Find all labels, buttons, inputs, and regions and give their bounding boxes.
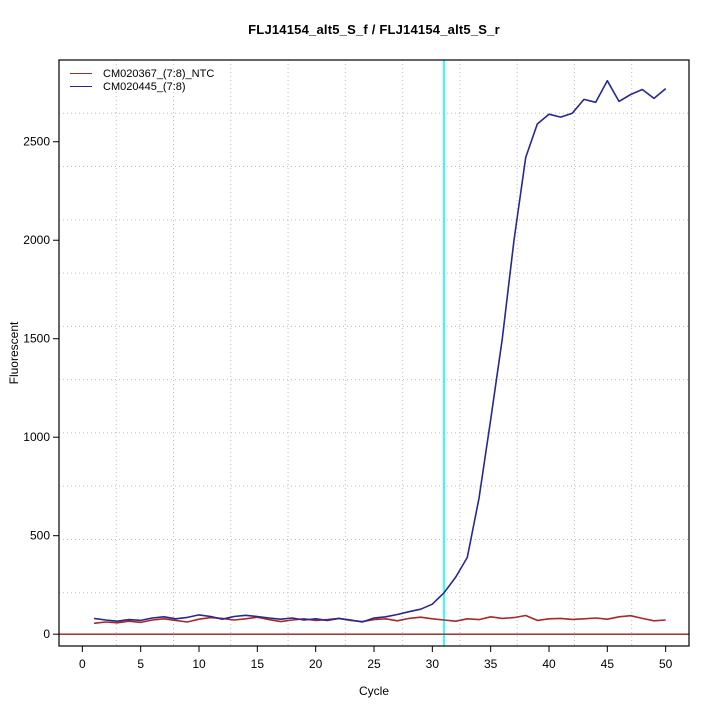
y-tick-label: 2000	[23, 233, 50, 247]
legend: CM020367_(7:8)_NTC CM020445_(7:8)	[70, 67, 214, 93]
legend-row-ntc: CM020367_(7:8)_NTC	[70, 67, 214, 80]
ntc-series-line	[93, 614, 666, 625]
x-tick-label: 40	[542, 657, 556, 671]
y-axis-title: Fluorescent	[7, 321, 21, 385]
y-tick-label: 0	[43, 627, 50, 641]
ntc-legend-label: CM020367_(7:8)_NTC	[103, 67, 215, 80]
x-tick-label: 5	[137, 657, 144, 671]
x-tick-label: 50	[659, 657, 673, 671]
x-tick-label: 35	[484, 657, 498, 671]
plot-border	[58, 59, 690, 647]
y-tick-label: 1500	[23, 332, 50, 346]
y-tick-label: 2500	[23, 135, 50, 149]
x-tick-label: 45	[601, 657, 615, 671]
x-tick-label: 20	[309, 657, 323, 671]
x-tick-label: 30	[426, 657, 440, 671]
x-tick-label: 25	[367, 657, 381, 671]
legend-row-sample: CM020445_(7:8)	[70, 80, 214, 93]
x-axis-title: Cycle	[358, 684, 389, 698]
sample-series-line	[93, 79, 667, 623]
x-tick-label: 0	[79, 657, 86, 671]
y-tick-label: 1000	[23, 430, 50, 444]
x-tick-label: 15	[251, 657, 265, 671]
x-tick-label: 10	[192, 657, 206, 671]
sample-legend-label: CM020445_(7:8)	[103, 80, 186, 93]
ntc-line-swatch	[70, 73, 92, 74]
chart-title: FLJ14154_alt5_S_f / FLJ14154_alt5_S_r	[248, 22, 500, 37]
sample-line-swatch	[70, 86, 92, 87]
y-tick-label: 500	[30, 529, 50, 543]
